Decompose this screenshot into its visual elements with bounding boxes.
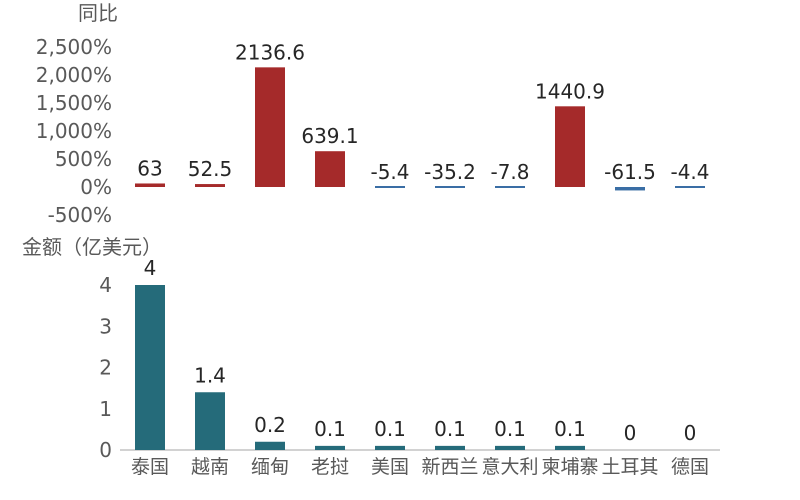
amount-bar <box>255 441 285 450</box>
yoy-bar <box>435 186 465 188</box>
amount-y-tick: 3 <box>99 314 112 338</box>
yoy-bar <box>255 67 285 187</box>
yoy-axis-title: 同比 <box>78 1 118 25</box>
amount-bar <box>495 445 525 450</box>
yoy-data-label: 52.5 <box>188 157 233 181</box>
yoy-bar <box>375 186 405 188</box>
amount-data-label: 0.1 <box>494 417 526 441</box>
amount-bar <box>135 285 165 450</box>
yoy-bar <box>615 187 645 191</box>
yoy-data-label: -4.4 <box>670 160 709 184</box>
category-label: 土耳其 <box>601 456 658 478</box>
yoy-data-label: 639.1 <box>301 124 358 148</box>
yoy-y-ticks: 2,500% 2,000% 1,500% 1,000% 500% 0% -500% <box>36 35 112 227</box>
amount-data-label: 0.2 <box>254 413 286 437</box>
category-label: 缅甸 <box>251 456 289 478</box>
yoy-bars <box>135 67 705 191</box>
yoy-data-label: 63 <box>137 156 162 180</box>
amount-data-label: 0 <box>684 421 697 445</box>
amount-bar <box>555 445 585 450</box>
amount-data-label: 0.1 <box>314 417 346 441</box>
amount-data-label: 0.1 <box>434 417 466 441</box>
amount-data-label: 4 <box>144 256 157 280</box>
category-label: 德国 <box>671 456 709 478</box>
amount-data-label: 0.1 <box>374 417 406 441</box>
category-labels: 泰国 越南 缅甸 老挝 美国 新西兰 意大利 柬埔寨 土耳其 德国 <box>131 456 709 478</box>
yoy-data-label: -35.2 <box>424 160 476 184</box>
yoy-panel: 同比 2,500% 2,000% 1,500% 1,000% 500% 0% -500% 6… <box>36 1 710 227</box>
amount-bar <box>195 392 225 450</box>
amount-y-tick: 1 <box>99 397 112 421</box>
amount-y-tick: 0 <box>99 438 112 462</box>
amount-panel: 金额（亿美元） 4 3 2 1 0 4 1.4 0.2 0.1 0.1 0.1 0.1 0.1 0 0 泰… <box>22 235 720 478</box>
amount-data-labels: 4 1.4 0.2 0.1 0.1 0.1 0.1 0.1 0 0 <box>144 256 697 445</box>
amount-axis-title: 金额（亿美元） <box>22 235 162 259</box>
yoy-data-label: -5.4 <box>370 160 409 184</box>
amount-y-tick: 4 <box>99 273 112 297</box>
yoy-bar <box>135 183 165 187</box>
amount-data-label: 0 <box>624 421 637 445</box>
amount-y-tick: 2 <box>99 356 112 380</box>
yoy-y-tick: 2,000% <box>36 63 112 87</box>
yoy-y-tick: 1,000% <box>36 119 112 143</box>
yoy-data-labels: 63 52.5 2136.6 639.1 -5.4 -35.2 -7.8 1440.9 -61.… <box>137 40 709 184</box>
amount-bar <box>435 445 465 450</box>
yoy-bar <box>315 151 345 187</box>
category-label: 新西兰 <box>421 456 478 478</box>
yoy-data-label: -7.8 <box>490 160 529 184</box>
yoy-data-label: -61.5 <box>604 160 656 184</box>
category-label: 美国 <box>371 456 409 478</box>
yoy-data-label: 2136.6 <box>235 40 305 64</box>
amount-bar <box>375 445 405 450</box>
category-label: 柬埔寨 <box>541 456 598 478</box>
yoy-y-tick: 2,500% <box>36 35 112 59</box>
yoy-bar <box>675 186 705 188</box>
amount-y-ticks: 4 3 2 1 0 <box>99 273 112 462</box>
yoy-y-tick: 1,500% <box>36 91 112 115</box>
amount-data-label: 1.4 <box>194 363 226 387</box>
yoy-bar <box>555 106 585 187</box>
yoy-data-label: 1440.9 <box>535 79 605 103</box>
yoy-y-tick: 0% <box>80 175 112 199</box>
yoy-y-tick: -500% <box>48 203 112 227</box>
category-label: 泰国 <box>131 456 169 478</box>
category-label: 越南 <box>191 456 229 478</box>
category-label: 意大利 <box>481 456 538 478</box>
yoy-bar <box>195 184 225 187</box>
amount-data-label: 0.1 <box>554 417 586 441</box>
amount-bar <box>315 445 345 450</box>
category-label: 老挝 <box>311 456 349 478</box>
amount-bars <box>135 285 585 450</box>
yoy-bar <box>495 186 525 188</box>
yoy-y-tick: 500% <box>55 147 112 171</box>
